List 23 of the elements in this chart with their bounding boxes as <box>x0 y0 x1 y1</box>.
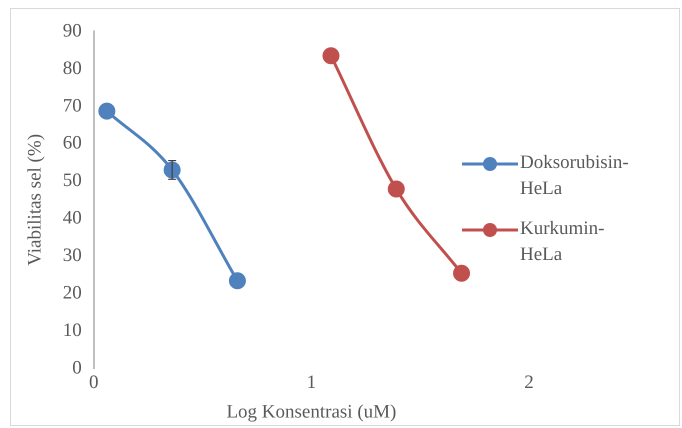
point <box>322 47 340 64</box>
y-tick-label: 10 <box>62 320 82 341</box>
point <box>453 264 470 282</box>
y-axis-title: Viabilitas sel (%) <box>24 134 46 266</box>
point <box>388 180 405 198</box>
y-tick-label: 90 <box>62 20 82 42</box>
y-tick-label: 0 <box>72 357 82 378</box>
y-tick-label: 60 <box>62 132 82 154</box>
y-tick-label: 80 <box>62 58 82 79</box>
y-tick-label: 70 <box>62 95 82 116</box>
x-axis-title: Log Konsentrasi (uM) <box>226 402 396 423</box>
point <box>164 161 181 178</box>
point <box>228 272 246 290</box>
x-tick-label: 2 <box>524 372 534 393</box>
y-tick-label: 20 <box>62 282 82 304</box>
legend-label: Kurkumin-HeLa <box>520 217 606 267</box>
x-tick-label: 1 <box>306 372 316 393</box>
y-tick-label: 40 <box>62 208 82 229</box>
y-tick-label: 30 <box>62 245 82 266</box>
y-tick-label: 50 <box>62 170 82 192</box>
legend-label: Doksorubisin-HeLa <box>520 151 630 201</box>
x-tick-label: 0 <box>89 372 99 393</box>
point <box>98 102 116 120</box>
